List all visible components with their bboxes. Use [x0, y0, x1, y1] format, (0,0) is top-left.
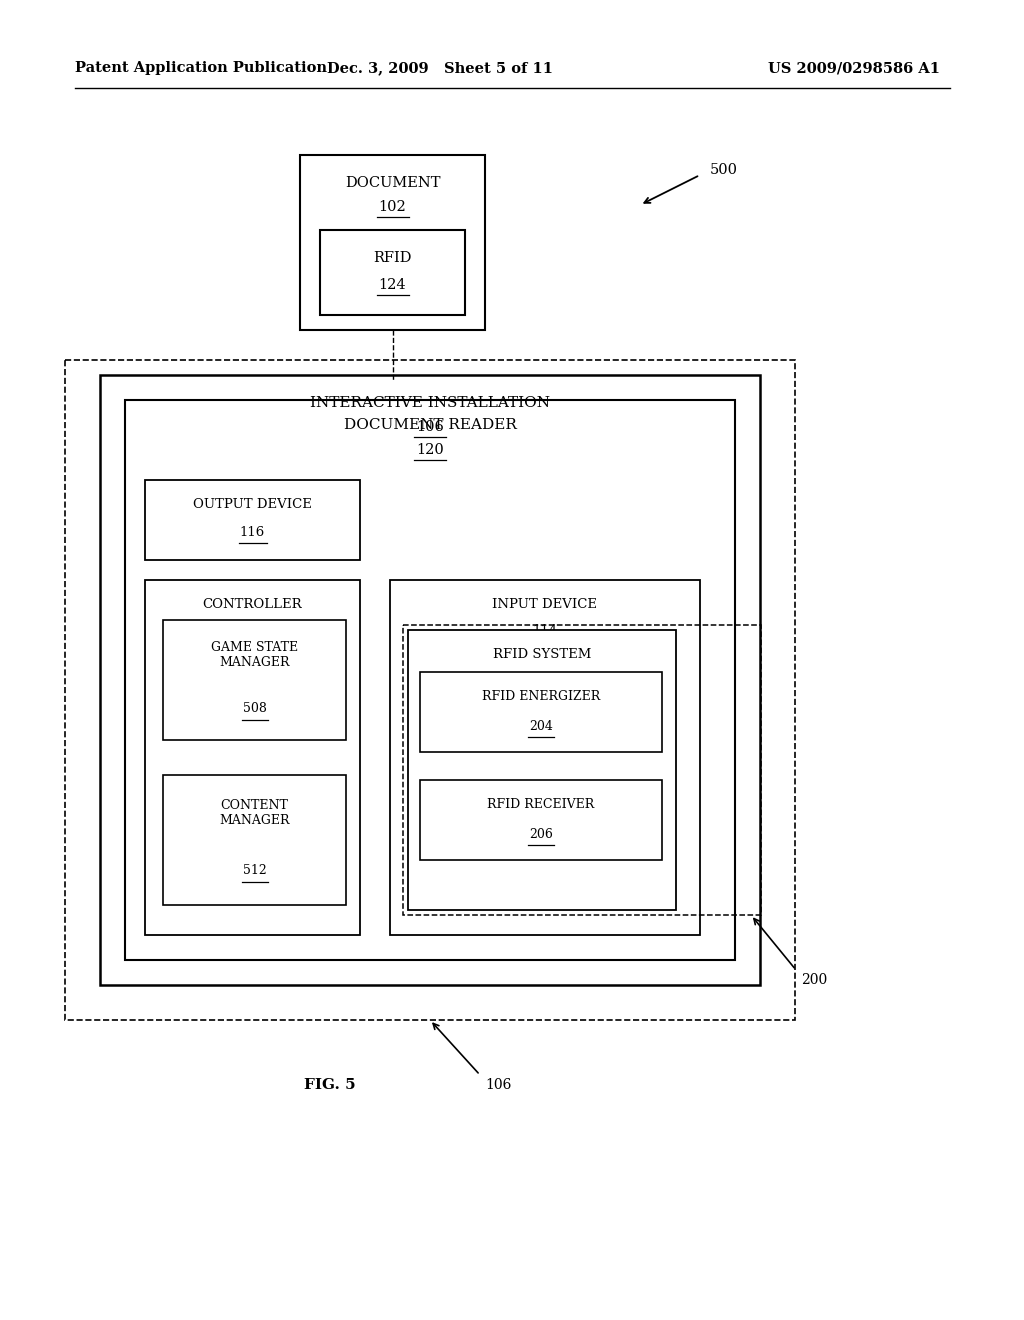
Text: 204: 204	[529, 719, 553, 733]
Text: DOCUMENT READER: DOCUMENT READER	[344, 418, 516, 432]
Text: INPUT DEVICE: INPUT DEVICE	[493, 598, 597, 611]
Text: CONTROLLER: CONTROLLER	[203, 598, 302, 611]
Text: 200: 200	[529, 673, 555, 686]
Text: FIG. 5: FIG. 5	[304, 1078, 355, 1092]
Text: 106: 106	[416, 420, 444, 434]
Text: 116: 116	[240, 525, 265, 539]
Text: OUTPUT DEVICE: OUTPUT DEVICE	[194, 498, 312, 511]
Text: RFID SYSTEM: RFID SYSTEM	[493, 648, 591, 661]
Text: 114: 114	[532, 623, 557, 636]
Text: RFID RECEIVER: RFID RECEIVER	[487, 797, 595, 810]
Bar	[408, 630, 676, 909]
Text: 206: 206	[529, 828, 553, 841]
Text: 120: 120	[416, 444, 443, 457]
Bar	[163, 620, 346, 741]
Text: Dec. 3, 2009   Sheet 5 of 11: Dec. 3, 2009 Sheet 5 of 11	[327, 61, 553, 75]
Bar	[100, 375, 760, 985]
Text: INTERACTIVE INSTALLATION: INTERACTIVE INSTALLATION	[310, 396, 550, 411]
Text: 500: 500	[710, 162, 738, 177]
Text: RFID ENERGIZER: RFID ENERGIZER	[482, 689, 600, 702]
Bar	[145, 480, 360, 560]
Bar	[65, 360, 795, 1020]
Bar	[300, 154, 485, 330]
Bar	[145, 579, 360, 935]
Bar	[319, 230, 465, 315]
Bar	[420, 672, 662, 752]
Bar	[390, 579, 700, 935]
Text: 512: 512	[243, 863, 266, 876]
Text: GAME STATE
MANAGER: GAME STATE MANAGER	[211, 642, 298, 669]
Bar	[403, 624, 761, 915]
Text: CONTENT
MANAGER: CONTENT MANAGER	[219, 799, 290, 828]
Text: Patent Application Publication: Patent Application Publication	[75, 61, 327, 75]
Text: DOCUMENT: DOCUMENT	[345, 176, 440, 190]
Text: 508: 508	[243, 701, 266, 714]
Text: RFID: RFID	[374, 251, 412, 265]
Text: 106: 106	[485, 1078, 511, 1092]
Text: 102: 102	[379, 201, 407, 214]
Text: 124: 124	[379, 279, 407, 292]
Bar	[125, 400, 735, 960]
Text: 200: 200	[801, 973, 827, 987]
Text: 118: 118	[240, 623, 265, 636]
Text: US 2009/0298586 A1: US 2009/0298586 A1	[768, 61, 940, 75]
Bar	[420, 780, 662, 861]
Bar	[163, 775, 346, 906]
